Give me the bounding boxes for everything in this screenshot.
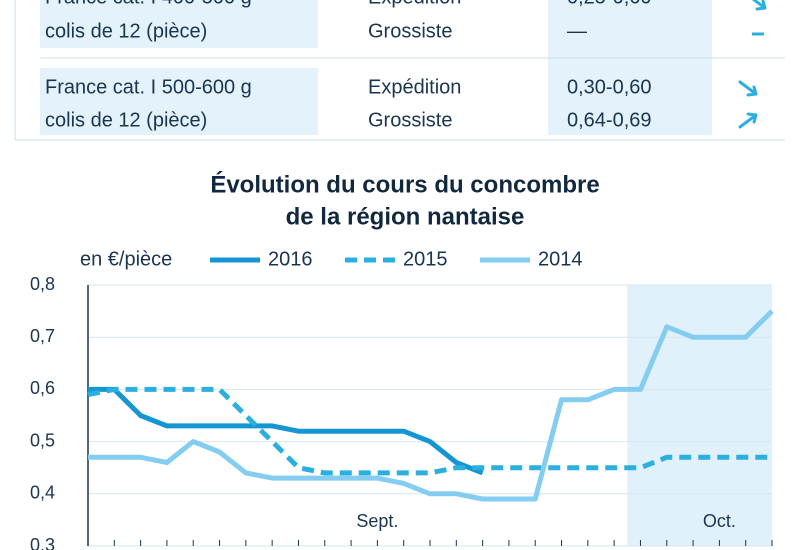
y-tick-label: 0,6	[30, 378, 55, 398]
cell-text: Expédition	[368, 76, 461, 98]
cell-bg	[40, 0, 318, 48]
cell-bg	[40, 68, 318, 135]
chart-title: de la région nantaise	[286, 203, 525, 230]
series-line	[87, 386, 772, 476]
legend-label: 2015	[403, 248, 448, 270]
cell-text: France cat. I 500-600 g	[45, 76, 252, 98]
cell-text: Grossiste	[368, 109, 452, 131]
cell-text: 0,64-0,69	[567, 109, 652, 131]
cell-text: colis de 12 (pièce)	[45, 109, 207, 131]
chart-title: Évolution du cours du concombre	[210, 170, 599, 198]
unit-label: en €/pièce	[80, 248, 172, 270]
legend-label: 2016	[268, 248, 313, 270]
cell-text: —	[567, 20, 587, 42]
legend-label: 2014	[538, 248, 583, 270]
cell-text: 0,25-0,60	[567, 0, 652, 8]
y-tick-label: 0,8	[30, 274, 55, 294]
cell-text: Grossiste	[368, 20, 452, 42]
y-tick-label: 0,4	[30, 483, 55, 503]
cell-text: France cat. I 400-500 g	[45, 0, 252, 8]
trend-arrow	[738, 80, 758, 97]
y-tick-label: 0,3	[30, 535, 55, 550]
trend-arrow	[751, 0, 767, 11]
y-tick-label: 0,7	[30, 326, 55, 346]
cell-text: colis de 12 (pièce)	[45, 20, 207, 42]
october-band	[627, 285, 772, 546]
series-line	[88, 309, 774, 502]
cell-text: Expédition	[368, 0, 461, 8]
trend-arrow	[738, 112, 758, 129]
month-label: Oct.	[703, 511, 736, 531]
cell-text: 0,30-0,60	[567, 76, 652, 98]
series-line	[88, 386, 484, 476]
cell-bg	[548, 0, 712, 135]
y-tick-label: 0,5	[30, 430, 55, 450]
month-label: Sept.	[356, 511, 398, 531]
